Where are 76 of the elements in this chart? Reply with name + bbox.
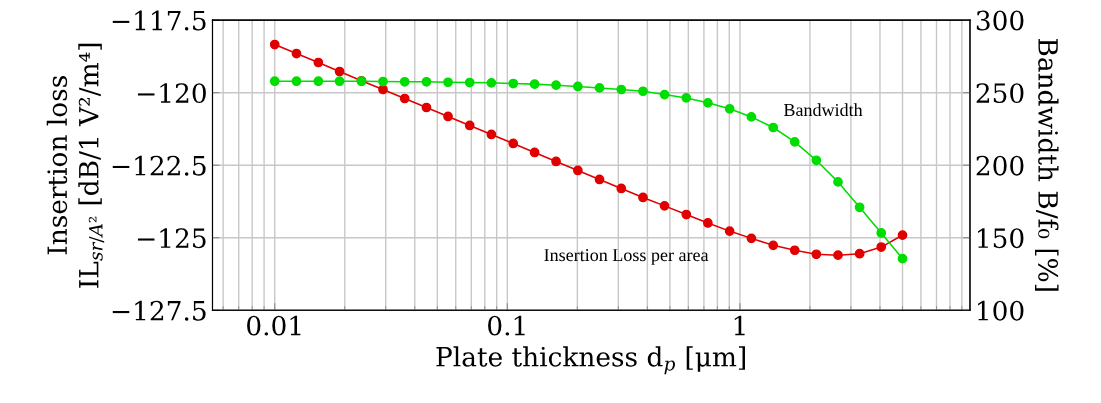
point [572, 165, 583, 176]
point [572, 81, 583, 92]
point [897, 253, 908, 264]
x-tick-label: 0.1 [488, 315, 525, 336]
point [529, 79, 540, 89]
point [378, 84, 388, 95]
point [854, 202, 865, 213]
point [833, 250, 843, 261]
point [768, 240, 779, 251]
x-tick-label: 0.01 [247, 315, 301, 336]
point [724, 103, 735, 114]
point [378, 76, 388, 87]
point [854, 248, 865, 259]
point [594, 174, 605, 185]
y-tick-label: −125 [137, 228, 206, 249]
point [486, 77, 497, 88]
point [876, 228, 887, 238]
point [269, 39, 280, 50]
point [638, 192, 648, 203]
point [681, 209, 692, 220]
point [269, 76, 280, 87]
point [291, 48, 302, 59]
point [811, 155, 822, 166]
point [313, 76, 324, 87]
point [551, 156, 561, 167]
point [897, 230, 908, 241]
point [399, 76, 410, 87]
point [291, 76, 302, 87]
point [768, 122, 779, 133]
point [334, 76, 345, 87]
point [313, 57, 324, 68]
point [724, 226, 735, 236]
point [486, 129, 497, 140]
y2-axis-title: Bandwidth B/f₀ [%] [1035, 38, 1059, 291]
point [811, 249, 822, 260]
y-tick-label: −122.5 [112, 155, 206, 176]
point [789, 245, 800, 256]
point [876, 242, 887, 252]
y-axis-title: Insertion loss IL$_{sr/A²}$ [dB/1 V²/m⁴] [46, 43, 105, 288]
series-label: Bandwidth [783, 103, 863, 117]
point [508, 78, 519, 89]
point [443, 111, 453, 122]
y-tick-label: −127.5 [112, 300, 206, 321]
point [659, 89, 670, 100]
point [681, 93, 692, 103]
x-axis-title: Plate thickness d$_{p}$ [μm] [436, 346, 745, 375]
point [616, 84, 627, 95]
point [399, 93, 410, 104]
point [638, 86, 648, 97]
point [464, 77, 475, 88]
point [421, 102, 432, 113]
point [551, 80, 561, 91]
y-tick-label: −120 [137, 83, 206, 104]
point [789, 137, 800, 147]
point [746, 112, 757, 122]
y2-tick-label: 100 [978, 300, 1024, 321]
point [659, 200, 670, 211]
point [421, 76, 432, 87]
y-tick-label: −117.5 [112, 10, 206, 31]
point [616, 183, 627, 194]
point [833, 177, 843, 187]
point [508, 138, 519, 149]
y2-tick-label: 200 [976, 155, 1024, 176]
y2-tick-label: 300 [976, 10, 1024, 31]
point [443, 77, 453, 88]
point [703, 97, 713, 108]
point [529, 147, 540, 158]
point [334, 66, 345, 77]
series-label: Insertion Loss per area [544, 249, 709, 265]
point [464, 120, 475, 131]
point [594, 83, 605, 93]
point [746, 233, 757, 244]
y2-tick-label: 150 [978, 228, 1024, 249]
y2-tick-label: 250 [976, 83, 1024, 104]
x-tick-label: 1 [734, 315, 745, 336]
point [703, 218, 713, 228]
